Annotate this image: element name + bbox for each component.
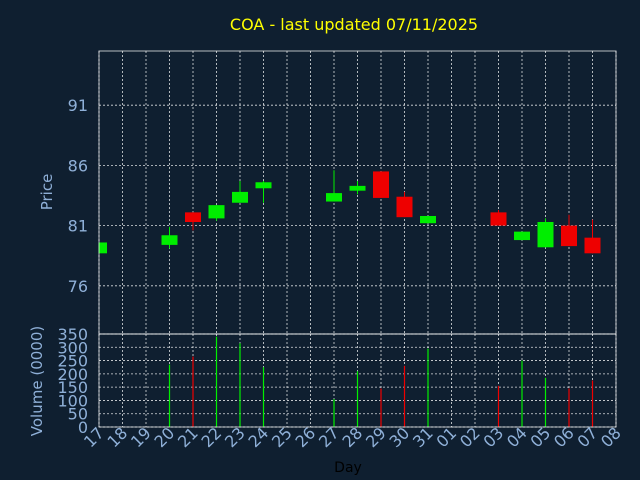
candle-body	[514, 231, 530, 241]
candle-body	[490, 212, 507, 226]
price-candles	[98, 170, 601, 254]
candle-body	[208, 205, 225, 219]
candle-body	[349, 185, 366, 191]
volume-tick-label: 300	[57, 338, 88, 357]
price-tick-label: 76	[68, 277, 88, 296]
candle-body	[584, 237, 601, 254]
x-tick-labels: 1718192021222324252627282930310102030405…	[80, 423, 625, 451]
x-axis-label: Day	[334, 460, 362, 476]
price-tick-label: 86	[68, 156, 88, 175]
volume-tick-label: 250	[57, 352, 88, 371]
candle-body	[326, 193, 342, 202]
volume-tick-label: 350	[57, 325, 88, 344]
candle-body	[561, 225, 577, 247]
volume-bars	[168, 336, 594, 427]
candle-body	[185, 212, 201, 223]
candle-body	[99, 242, 107, 254]
candle-body	[255, 182, 272, 189]
candle-body	[396, 196, 413, 218]
volume-frame	[98, 333, 617, 428]
volume-tick-label: 50	[68, 405, 88, 424]
price-tick-labels: 76 81 86 91	[68, 96, 88, 296]
price-tick-label: 81	[68, 217, 88, 236]
volume-axis-label: Volume (0000)	[28, 326, 46, 436]
price-axis-label: Price	[38, 174, 56, 211]
volume-tick-label: 0	[78, 418, 88, 437]
candle-body	[420, 215, 436, 224]
volume-tick-label: 100	[57, 391, 88, 410]
candle-body	[537, 222, 554, 248]
price-tick-label: 91	[68, 96, 88, 115]
candle-body	[232, 191, 248, 203]
volume-tick-label: 150	[57, 378, 88, 397]
candle-body	[373, 171, 389, 198]
chart-title: COA - last updated 07/11/2025	[230, 15, 478, 34]
volume-tick-label: 200	[57, 365, 88, 384]
candle-body	[161, 235, 178, 245]
